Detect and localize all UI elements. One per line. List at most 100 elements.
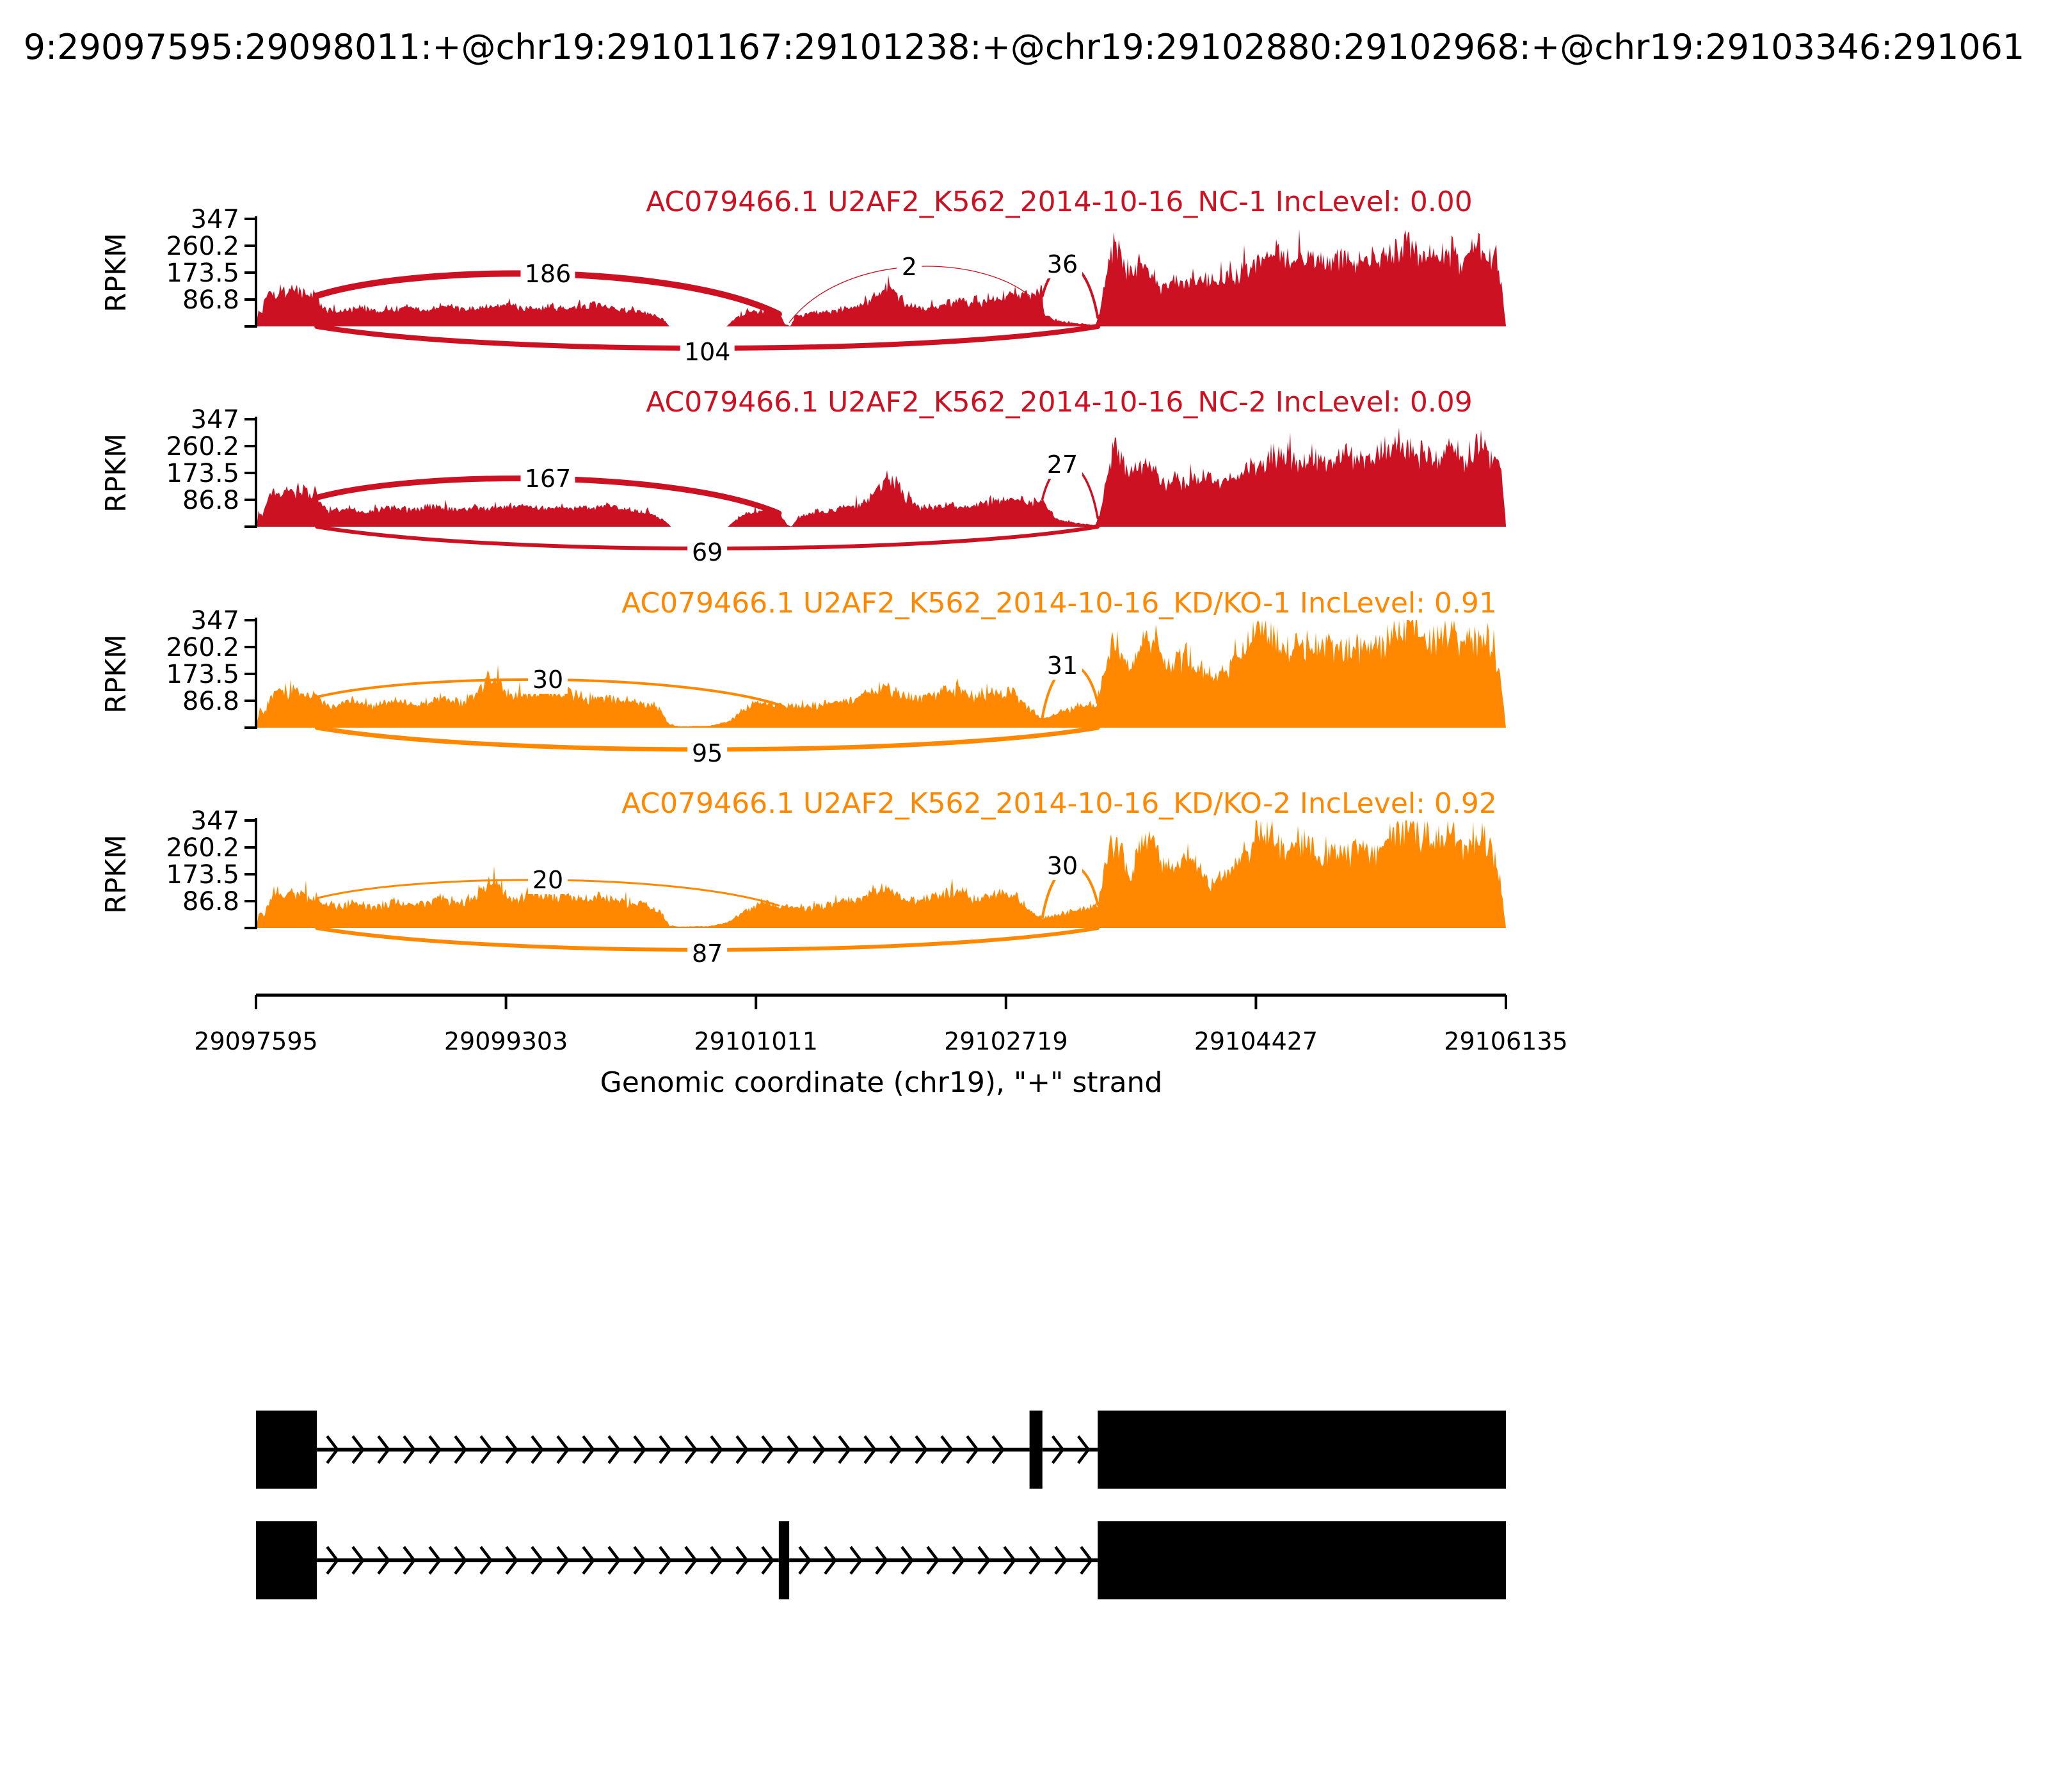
intron-direction-chevron	[966, 1435, 979, 1464]
y-axis-tick-label: 260.2	[166, 633, 239, 662]
intron-direction-chevron	[684, 1546, 698, 1575]
junction-count-bg	[520, 259, 575, 288]
intron-direction-chevron	[838, 1435, 851, 1464]
intron-direction-chevron	[659, 1435, 672, 1464]
intron-direction-chevron	[607, 1546, 621, 1575]
junction-count-label: 27	[1047, 451, 1078, 479]
y-axis-tick-label: 86.8	[182, 486, 239, 515]
y-axis-tick-label: 173.5	[166, 660, 239, 689]
intron-direction-chevron	[403, 1546, 416, 1575]
y-axis-title: RPKM	[100, 433, 132, 513]
junction-count-bg	[1042, 851, 1082, 880]
intron-direction-chevron	[351, 1435, 365, 1464]
read-coverage-area	[256, 820, 1506, 928]
junction-count-label: 167	[525, 465, 572, 493]
exon-box	[778, 1521, 790, 1599]
intron-direction-chevron	[1051, 1435, 1065, 1464]
intron-direction-chevron	[531, 1435, 544, 1464]
read-coverage-area	[256, 229, 1506, 326]
exon-box	[1029, 1411, 1043, 1489]
junction-count-label: 31	[1047, 652, 1078, 680]
coverage-tracks: 186 2 36104347260.2173.586.8RPKMAC079466.1…	[100, 186, 1506, 968]
genomic-x-axis: 29097595 29099303 29101011 29102719 29104427…	[194, 993, 1568, 1055]
intron-direction-chevron	[633, 1435, 646, 1464]
intron-direction-chevron	[454, 1546, 467, 1575]
intron-direction-chevron	[377, 1546, 390, 1575]
intron-direction-chevron	[659, 1546, 672, 1575]
intron-direction-chevron	[454, 1435, 467, 1464]
intron-direction-chevron	[351, 1546, 365, 1575]
junction-count-bg	[520, 463, 575, 493]
intron-direction-chevron	[582, 1546, 595, 1575]
junction-count-label: 20	[532, 866, 563, 894]
junction-count-label: 69	[692, 538, 723, 566]
junction-count-label: 104	[684, 338, 731, 366]
y-axis-tick-label: 260.2	[166, 833, 239, 863]
intron-direction-chevron	[428, 1435, 442, 1464]
y-axis-tick-label: 260.2	[166, 232, 239, 261]
intron-direction-chevron	[798, 1546, 812, 1575]
y-axis-title: RPKM	[100, 233, 132, 312]
junction-count-label: 186	[525, 260, 572, 288]
junction-count-bg	[1042, 650, 1082, 680]
intron-direction-chevron	[863, 1435, 877, 1464]
intron-direction-chevron	[977, 1546, 991, 1575]
read-coverage-area	[256, 620, 1506, 728]
intron-direction-chevron	[824, 1546, 837, 1575]
intron-direction-chevron	[556, 1546, 570, 1575]
junction-count-bg	[687, 738, 728, 767]
track-title: AC079466.1 U2AF2_K562_2014-10-16_NC-1 In…	[646, 186, 1473, 218]
y-axis-tick-label: 86.8	[182, 285, 239, 315]
intron-direction-chevron	[582, 1435, 595, 1464]
transcript-1	[256, 1411, 1506, 1489]
junction-count-bg	[687, 938, 728, 968]
y-axis-tick-label: 347	[191, 606, 239, 636]
read-coverage-area	[256, 427, 1506, 527]
intron-direction-chevron	[479, 1435, 493, 1464]
y-axis-title: RPKM	[100, 634, 132, 714]
y-axis-tick-label: 347	[191, 806, 239, 836]
intron-direction-chevron	[326, 1435, 339, 1464]
x-axis-tick-label: 29097595	[194, 1027, 317, 1055]
intron-direction-chevron	[915, 1435, 928, 1464]
intron-direction-chevron	[633, 1546, 646, 1575]
junction-count-bg	[897, 252, 922, 281]
junction-count-bg	[687, 537, 728, 566]
transcript-2	[256, 1521, 1506, 1599]
intron-direction-chevron	[787, 1435, 800, 1464]
exon-box	[1098, 1411, 1506, 1489]
intron-direction-chevron	[1054, 1546, 1068, 1575]
x-axis-label: Genomic coordinate (chr19), "+" strand	[600, 1066, 1163, 1099]
intron-direction-chevron	[505, 1546, 518, 1575]
intron-direction-chevron	[479, 1546, 493, 1575]
junction-count-bg	[1042, 449, 1082, 479]
junction-count-label: 30	[532, 666, 563, 694]
x-axis-tick-label: 29104427	[1194, 1027, 1318, 1055]
intron-direction-chevron	[926, 1546, 940, 1575]
track-title: AC079466.1 U2AF2_K562_2014-10-16_KD/KO-1…	[621, 587, 1497, 620]
y-axis-tick-label: 260.2	[166, 432, 239, 461]
junction-count-label: 30	[1047, 852, 1078, 880]
intron-direction-chevron	[1080, 1546, 1093, 1575]
track-title: AC079466.1 U2AF2_K562_2014-10-16_KD/KO-2…	[621, 787, 1497, 820]
junction-count-bg	[680, 337, 735, 366]
intron-direction-chevron	[812, 1435, 826, 1464]
y-axis-tick-label: 347	[191, 205, 239, 234]
intron-direction-chevron	[377, 1435, 390, 1464]
intron-direction-chevron	[403, 1435, 416, 1464]
y-axis-tick-label: 173.5	[166, 860, 239, 890]
intron-direction-chevron	[428, 1546, 442, 1575]
intron-direction-chevron	[1003, 1546, 1016, 1575]
intron-direction-chevron	[684, 1435, 698, 1464]
intron-direction-chevron	[556, 1435, 570, 1464]
intron-direction-chevron	[531, 1546, 544, 1575]
intron-direction-chevron	[991, 1435, 1005, 1464]
junction-count-label: 2	[902, 253, 917, 281]
y-axis-tick-label: 86.8	[182, 887, 239, 916]
